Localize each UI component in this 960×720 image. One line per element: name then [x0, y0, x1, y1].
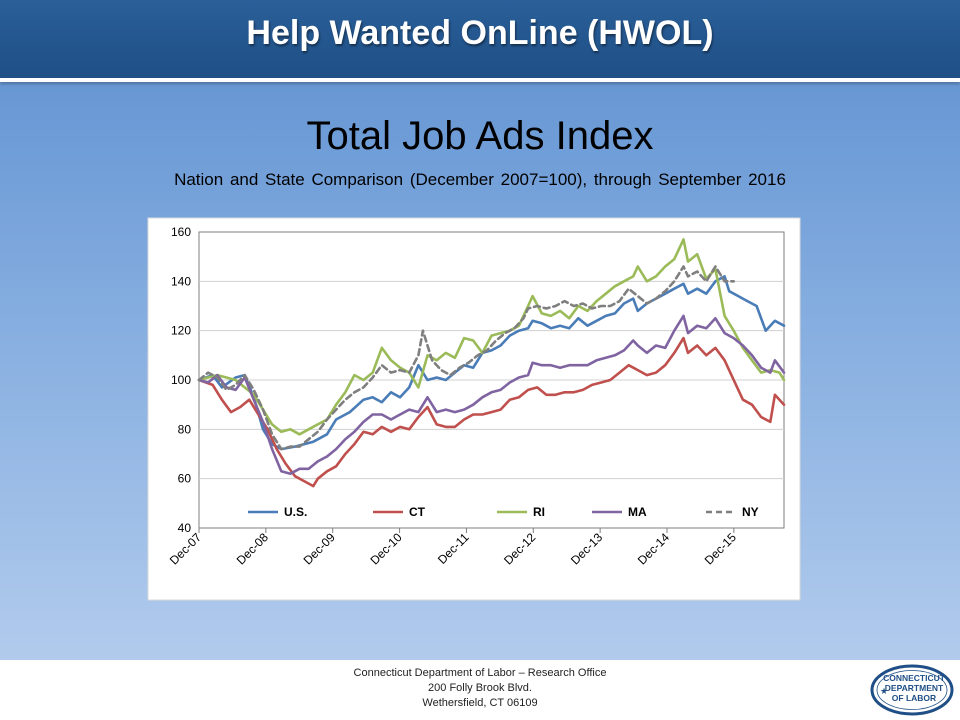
series-line-ma: [197, 314, 786, 475]
footer-office: Connecticut Department of Labor – Resear…: [353, 667, 607, 679]
y-tick-label: 160: [171, 225, 191, 239]
series-lines: [197, 238, 786, 488]
y-axis-tick-labels: 40 60 80 100 120 140 160: [171, 225, 191, 535]
legend-label: U.S.: [284, 505, 307, 519]
y-tick-label: 140: [171, 274, 191, 288]
slide-title: Total Job Ads Index: [306, 114, 654, 158]
legend-label: NY: [742, 505, 759, 519]
y-tick-label: 40: [178, 521, 192, 535]
header-bar: Help Wanted OnLine (HWOL): [0, 0, 960, 82]
series-line-us: [197, 275, 786, 451]
logo-line-2: DEPARTMENT: [885, 683, 944, 693]
footer: Connecticut Department of Labor – Resear…: [0, 660, 960, 720]
footer-street: 200 Folly Brook Blvd.: [428, 682, 532, 694]
legend-label: MA: [628, 505, 647, 519]
logo-star-icon: ★: [880, 686, 888, 696]
series-line-ri: [197, 238, 786, 436]
y-tick-label: 60: [178, 472, 192, 486]
legend-label: CT: [409, 505, 426, 519]
legend: U.S. CT RI MA NY: [248, 505, 759, 519]
header-title: Help Wanted OnLine (HWOL): [246, 14, 714, 52]
legend-label: RI: [533, 505, 545, 519]
y-tick-label: 80: [178, 422, 192, 436]
footer-city: Wethersfield, CT 06109: [422, 697, 538, 709]
logo-line-3: OF LABOR: [892, 693, 936, 703]
ct-department-of-labor-logo: CONNECTICUT DEPARTMENT OF LABOR ★: [870, 664, 954, 716]
slide-subtitle: Nation and State Comparison (December 20…: [174, 170, 786, 189]
y-tick-label: 120: [171, 324, 191, 338]
y-tick-label: 100: [171, 373, 191, 387]
series-line-ny: [197, 265, 735, 451]
logo-line-1: CONNECTICUT: [883, 673, 946, 683]
series-line-ct: [197, 336, 786, 488]
